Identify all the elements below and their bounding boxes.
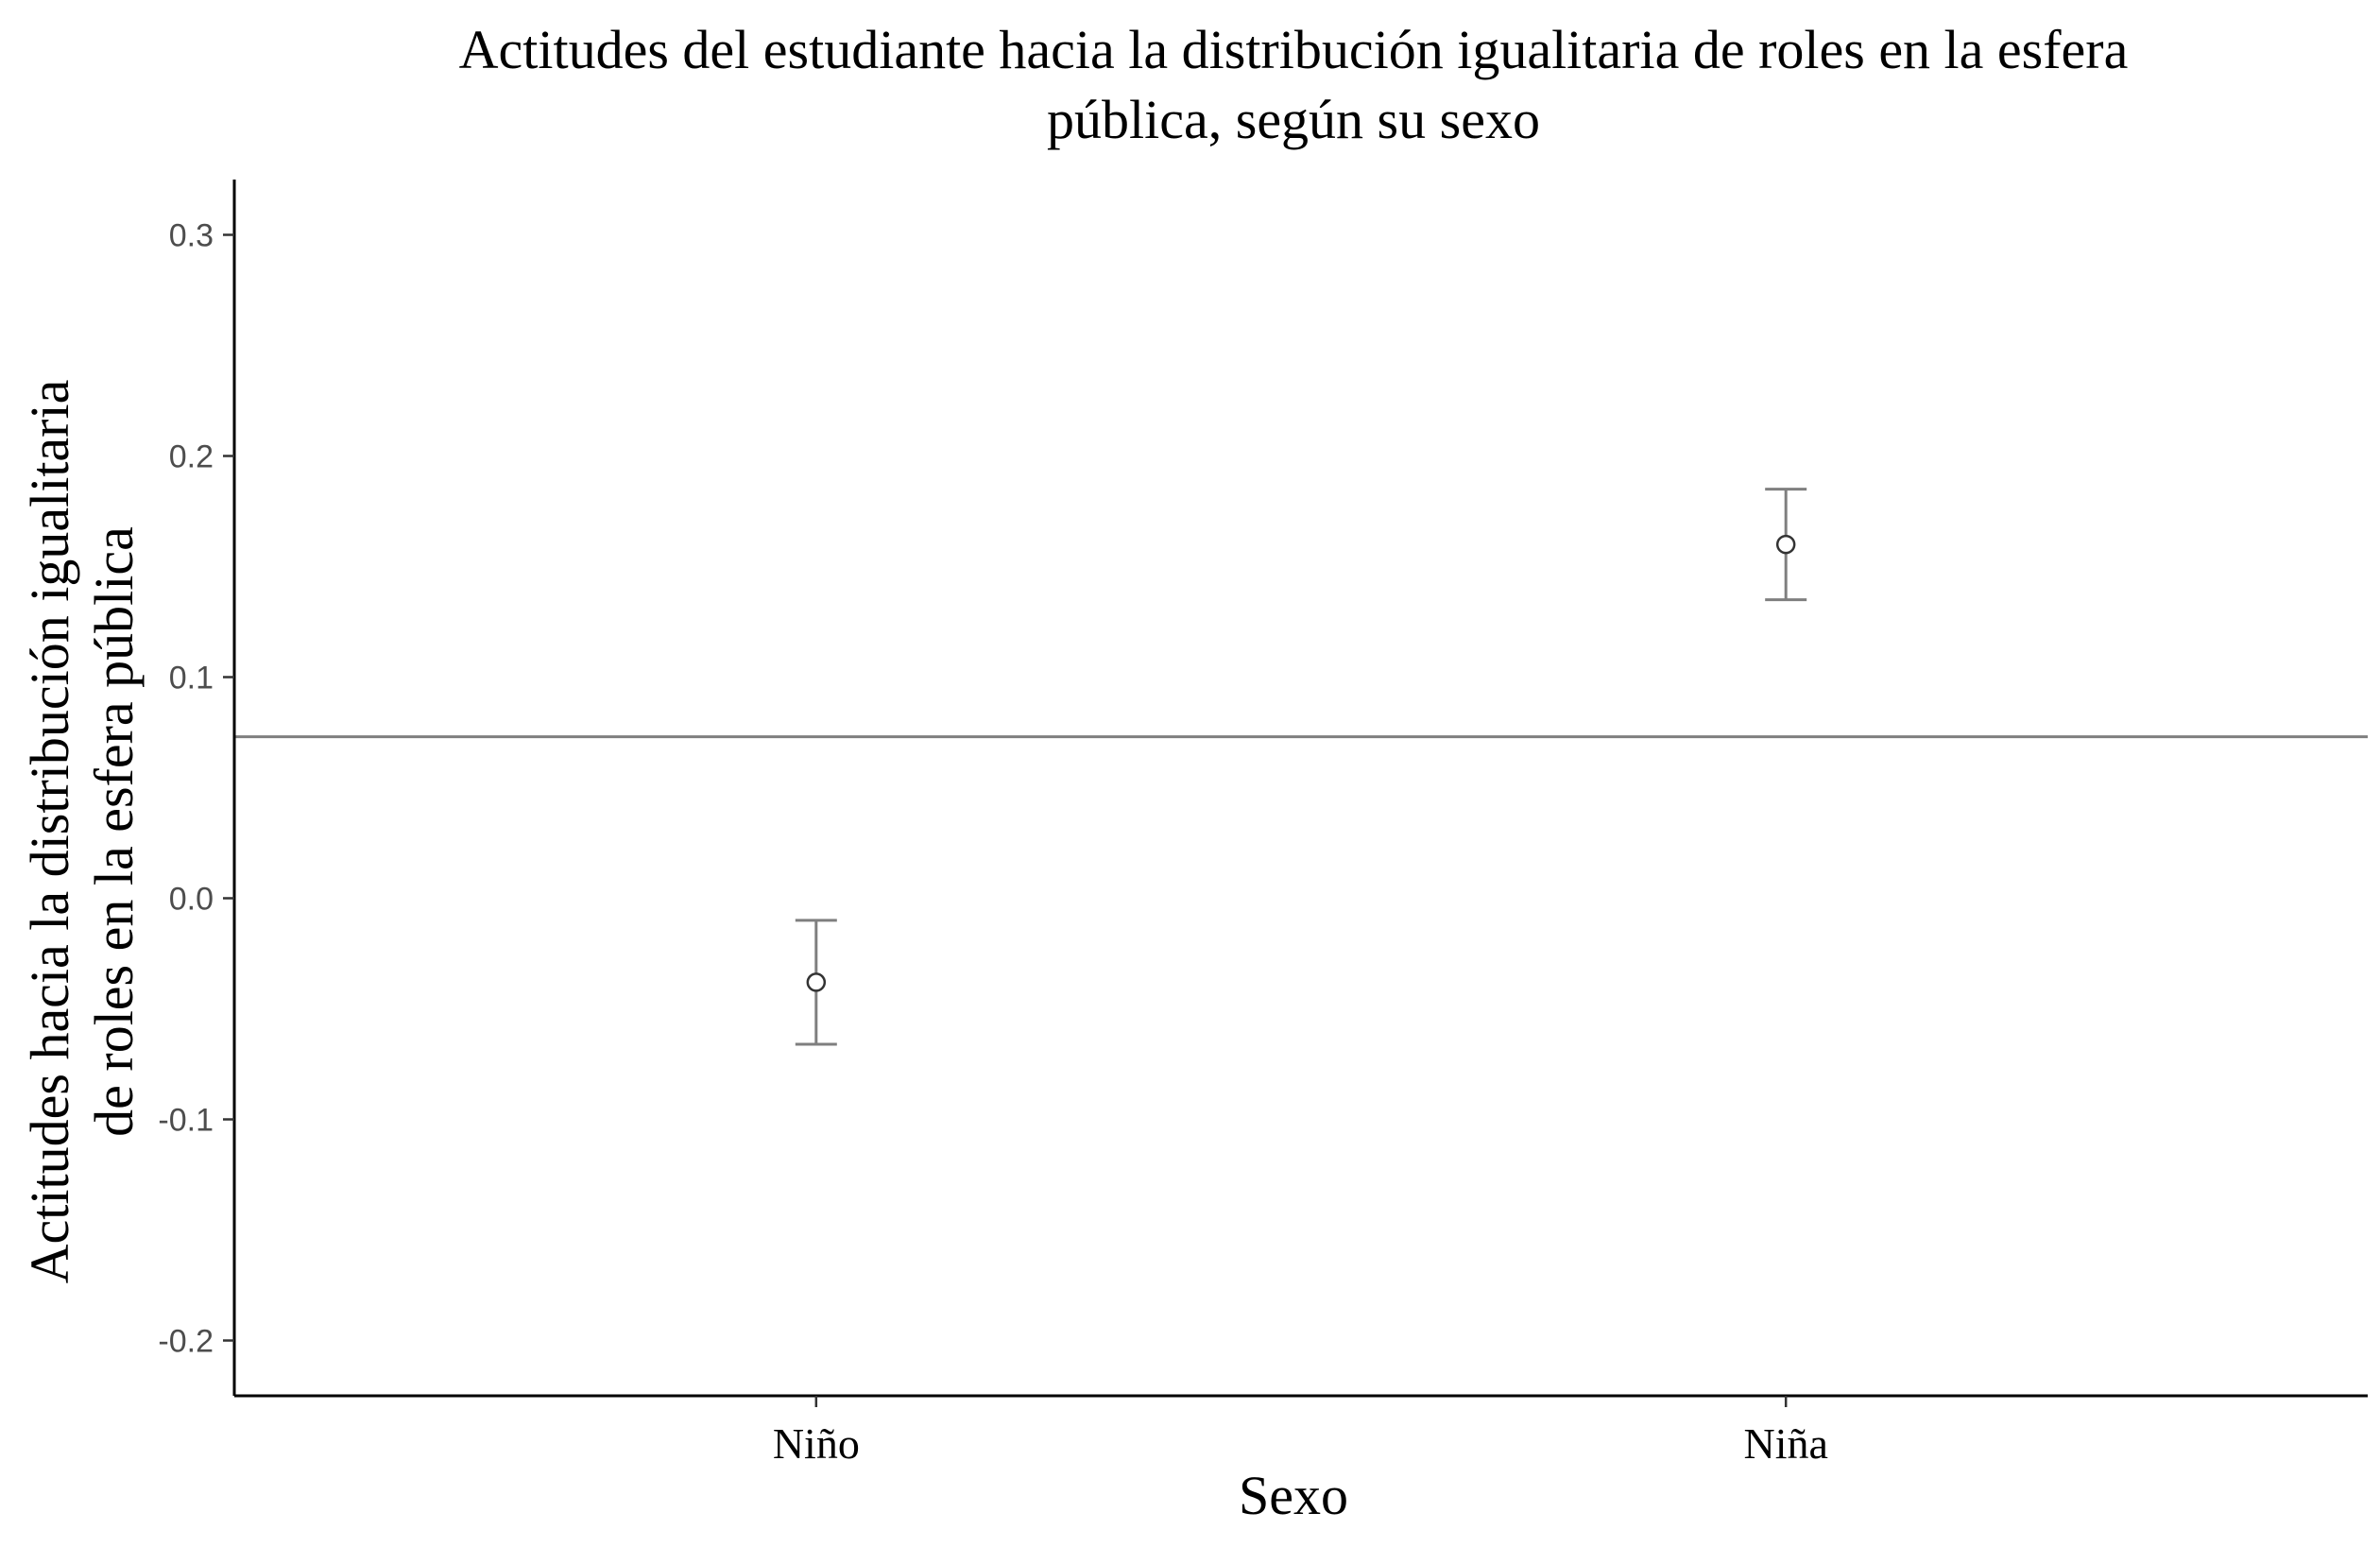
y-axis-title-line-2: de roles en la esfera pública [83,526,145,1137]
x-tick-label: Niña [1743,1419,1827,1468]
y-tick-label: 0.1 [169,661,214,696]
y-tick-label: 0.2 [169,439,214,475]
data-layer [795,488,1807,1046]
y-axis-title-line-1: Actitudes hacia la distribución igualita… [19,380,80,1284]
data-point-group [1765,488,1807,602]
chart-title-line-1: Actitudes del estudiante hacia la distri… [459,19,2129,80]
y-tick-label: 0.3 [169,218,214,254]
y-tick-label: -0.1 [158,1103,214,1139]
chart-title-line-2: pública, según su sexo [1047,89,1540,150]
y-axis-ticks: -0.2 -0.1 0.0 0.1 0.2 0.3 [158,218,234,1360]
data-point [1775,534,1796,555]
x-axis-title: Sexo [1239,1465,1348,1526]
data-point-group [795,919,837,1046]
data-point [806,972,827,992]
x-axis-ticks: Niño Niña [773,1396,1828,1468]
y-tick-label: -0.2 [158,1324,214,1360]
y-axis-title: Actitudes hacia la distribución igualita… [19,380,145,1284]
y-tick-label: 0.0 [169,882,214,918]
x-tick-label: Niño [773,1419,860,1468]
